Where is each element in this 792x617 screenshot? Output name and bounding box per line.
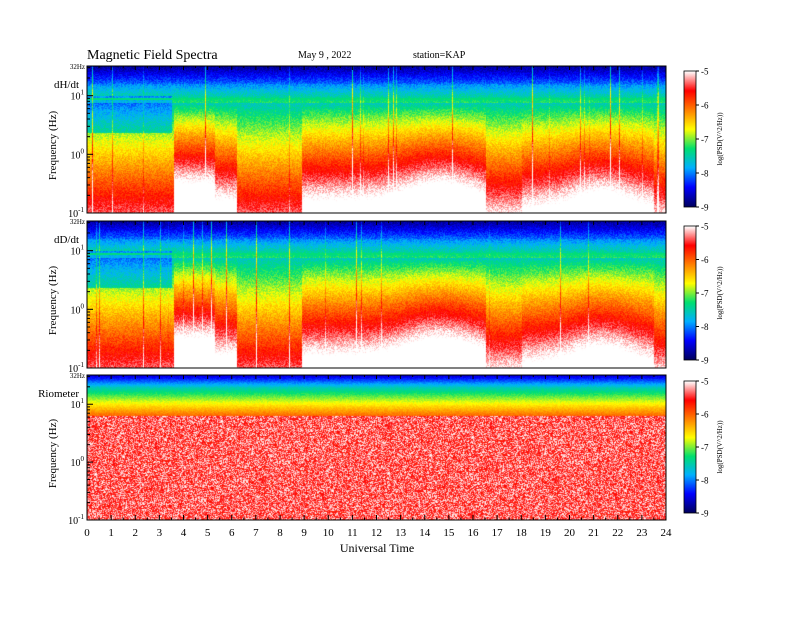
- colorbar-label: log(PSD(V^2/Hz)): [716, 112, 724, 166]
- y-tick-base: 10: [68, 364, 78, 375]
- spectrogram-image: [87, 375, 666, 520]
- colorbar-label: log(PSD(V^2/Hz)): [716, 266, 724, 320]
- x-tick-label: 15: [443, 527, 455, 539]
- y-tick-base: 10: [71, 150, 81, 161]
- x-tick-label: 8: [277, 527, 283, 539]
- y-tick-label: 101: [71, 397, 85, 411]
- y-tick-exp: -1: [78, 361, 84, 369]
- spectrogram-image: [87, 221, 666, 368]
- colorbar-tick-label: -5: [701, 222, 709, 232]
- y-tick-label: 100: [71, 147, 85, 161]
- colorbar-tick-label: -5: [701, 67, 709, 77]
- y-tick-base: 10: [71, 458, 81, 469]
- y-tick-label: 101: [71, 89, 85, 103]
- colorbar: [684, 71, 696, 207]
- figure-title: Magnetic Field Spectra: [87, 48, 218, 63]
- x-tick-label: 17: [492, 527, 504, 539]
- x-tick-label: 4: [181, 527, 187, 539]
- x-tick-label: 16: [468, 527, 480, 539]
- y-tick-label: 10-1: [68, 513, 84, 527]
- colorbar-tick-label: -6: [701, 101, 709, 111]
- x-tick-label: 20: [564, 527, 576, 539]
- y-tick-label: 10-1: [68, 361, 84, 375]
- panel-label: dD/dt: [54, 234, 79, 246]
- colorbar-tick-label: -8: [701, 322, 709, 332]
- figure-date: May 9 , 2022: [298, 50, 351, 61]
- x-tick-label: 12: [371, 527, 382, 539]
- top-frequency-label: 32Hz: [70, 372, 85, 380]
- y-tick-exp: 1: [81, 244, 85, 252]
- y-tick-label: 100: [71, 455, 85, 469]
- x-axis: 0 1 2 3 4 5 6 7 8 9 10 11 12 13 14 15 16 17 18 19 20 21 22 23 24: [84, 515, 672, 539]
- top-frequency-label: 32Hz: [70, 63, 85, 71]
- panel-label: dH/dt: [54, 79, 79, 91]
- y-tick-exp: 0: [81, 147, 85, 155]
- colorbar: [684, 226, 696, 360]
- y-tick-exp: -1: [78, 206, 84, 214]
- panel-label: Riometer: [38, 388, 79, 400]
- y-tick-label: 10-1: [68, 206, 84, 220]
- y-tick-exp: 0: [81, 302, 85, 310]
- x-tick-label: 13: [395, 527, 407, 539]
- colorbar-tick-label: -9: [701, 203, 709, 213]
- colorbar-tick-label: -7: [701, 443, 709, 453]
- y-tick-base: 10: [68, 516, 78, 527]
- x-tick-label: 18: [516, 527, 528, 539]
- x-tick-label: 3: [157, 527, 163, 539]
- y-tick-exp: 0: [81, 455, 85, 463]
- y-tick-exp: 1: [81, 397, 85, 405]
- x-tick-label: 1: [108, 527, 114, 539]
- colorbar: [684, 381, 696, 513]
- colorbar-tick-label: -5: [701, 377, 709, 387]
- colorbar-tick-label: -8: [701, 169, 709, 179]
- y-tick-base: 10: [71, 92, 81, 103]
- x-tick-label: 19: [540, 527, 552, 539]
- top-frequency-label: 32Hz: [70, 218, 85, 226]
- x-tick-label: 0: [84, 527, 90, 539]
- x-tick-label: 2: [133, 527, 139, 539]
- y-tick-label: 100: [71, 302, 85, 316]
- y-tick-exp: 1: [81, 89, 85, 97]
- y-axis-label: Frequency (Hz): [47, 266, 59, 336]
- colorbar-tick-label: -7: [701, 135, 709, 145]
- colorbar-tick-label: -9: [701, 356, 709, 366]
- colorbar-tick-label: -7: [701, 289, 709, 299]
- colorbar-tick-label: -6: [701, 410, 709, 420]
- colorbar-tick-label: -6: [701, 255, 709, 265]
- x-tick-label: 9: [301, 527, 307, 539]
- colorbar-tick-label: -9: [701, 509, 709, 519]
- y-axis-label: Frequency (Hz): [47, 419, 59, 489]
- figure-station: station=KAP: [413, 50, 466, 61]
- y-tick-exp: -1: [78, 513, 84, 521]
- x-tick-label: 23: [636, 527, 648, 539]
- x-tick-label: 22: [612, 527, 623, 539]
- x-tick-label: 11: [347, 527, 358, 539]
- x-tick-label: 6: [229, 527, 235, 539]
- x-tick-label: 21: [588, 527, 599, 539]
- x-axis-label: Universal Time: [340, 541, 414, 555]
- colorbar-tick-label: -8: [701, 476, 709, 486]
- x-tick-label: 24: [661, 527, 673, 539]
- spectrogram-image: [87, 66, 666, 213]
- y-tick-base: 10: [68, 209, 78, 220]
- y-tick-base: 10: [71, 400, 81, 411]
- x-tick-label: 7: [253, 527, 259, 539]
- y-axis-label: Frequency (Hz): [47, 111, 59, 181]
- x-tick-label: 10: [323, 527, 335, 539]
- colorbar-label: log(PSD(V^2/Hz)): [716, 420, 724, 474]
- x-tick-label: 14: [419, 527, 431, 539]
- y-tick-label: 101: [71, 244, 85, 258]
- x-tick-label: 5: [205, 527, 211, 539]
- y-tick-base: 10: [71, 305, 81, 316]
- y-tick-base: 10: [71, 247, 81, 258]
